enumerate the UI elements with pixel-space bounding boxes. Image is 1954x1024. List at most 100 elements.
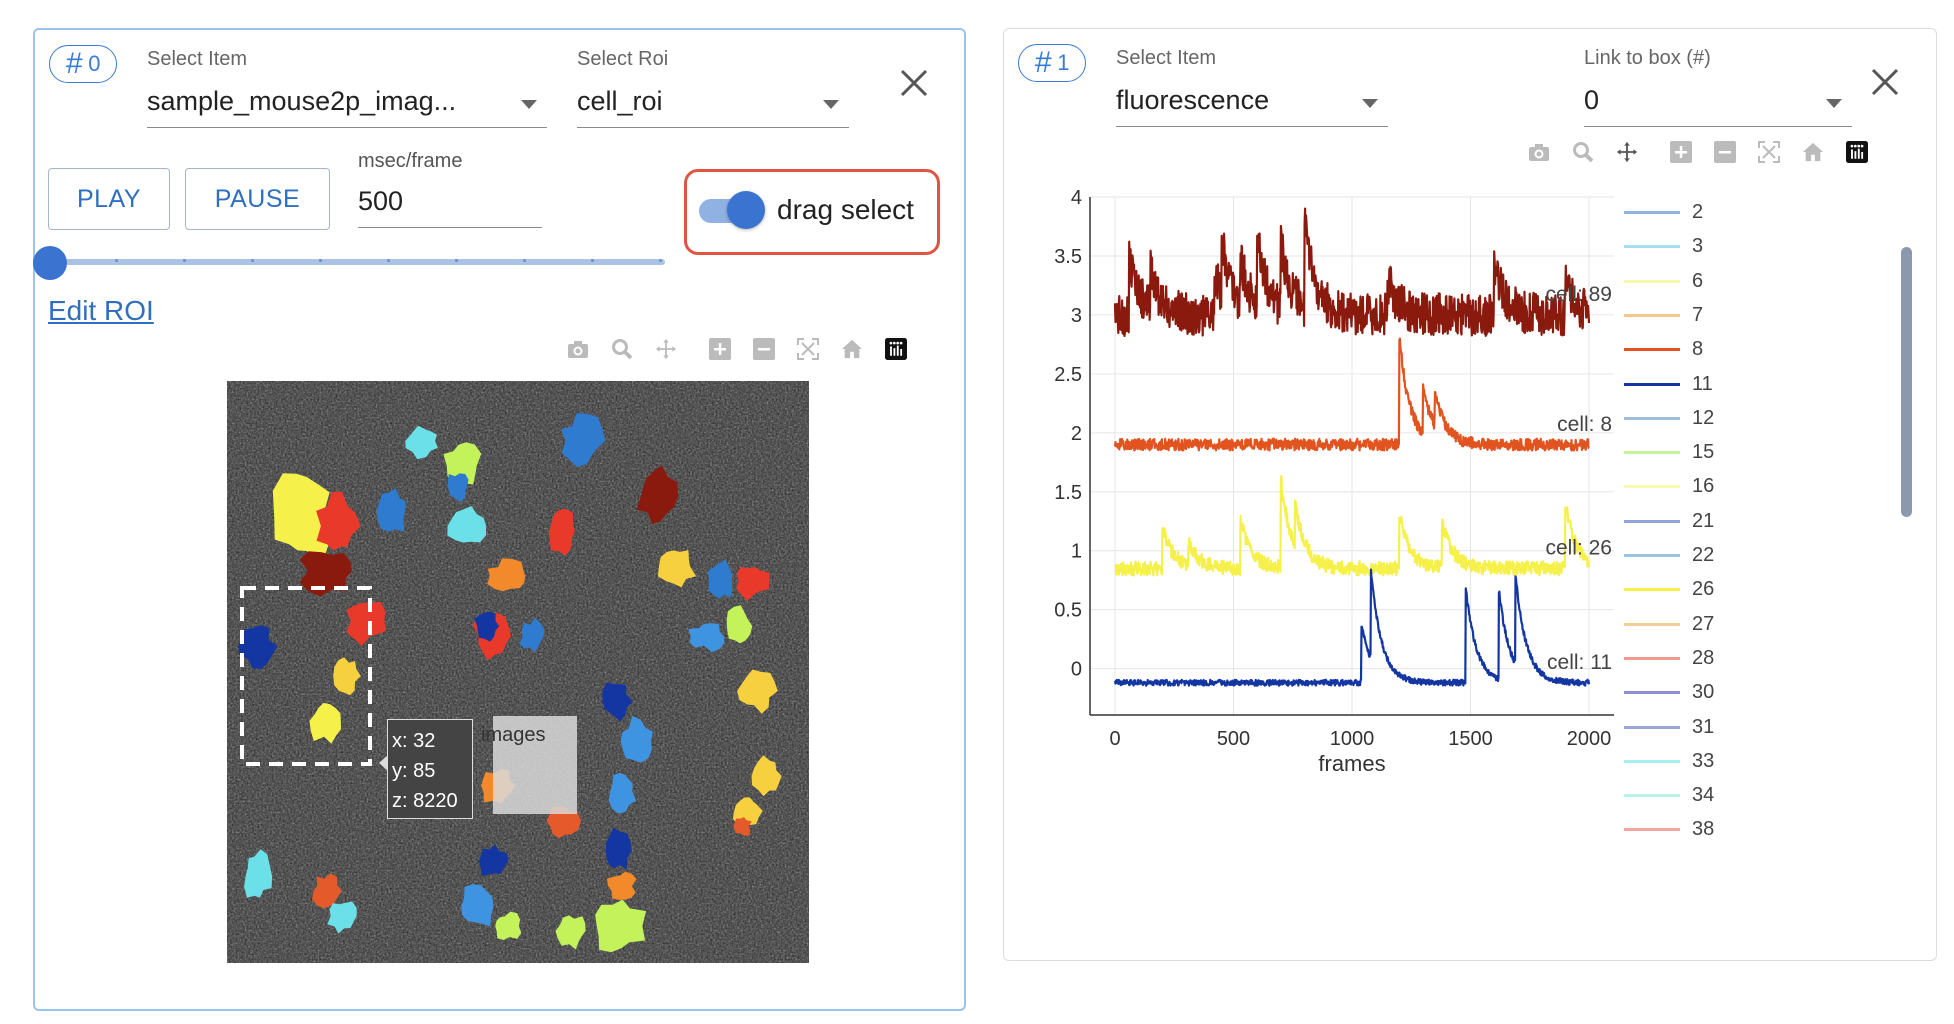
legend-item[interactable]: 28 xyxy=(1624,647,1714,670)
roi-cell[interactable] xyxy=(733,817,752,836)
legend-item[interactable]: 8 xyxy=(1624,338,1703,361)
roi-cell[interactable] xyxy=(327,901,357,934)
roi-cell[interactable] xyxy=(548,508,575,556)
zoom-in-icon[interactable] xyxy=(1670,141,1692,163)
edit-roi-link[interactable]: Edit ROI xyxy=(48,295,154,326)
pan-icon[interactable] xyxy=(655,338,677,360)
roi-cell[interactable] xyxy=(708,559,733,599)
roi-cell[interactable] xyxy=(657,550,697,588)
roi-cell[interactable] xyxy=(487,558,526,592)
series-line[interactable] xyxy=(1114,474,1591,577)
legend-item[interactable]: 2 xyxy=(1624,201,1703,224)
roi-cell[interactable] xyxy=(636,465,679,525)
roi-cell[interactable] xyxy=(546,806,582,839)
roi-cell[interactable] xyxy=(605,827,632,870)
select-item-dropdown[interactable]: fluorescence xyxy=(1116,81,1388,127)
camera-icon[interactable] xyxy=(1528,141,1550,163)
roi-cell[interactable] xyxy=(688,623,725,653)
roi-cell[interactable] xyxy=(736,567,770,601)
roi-cell[interactable] xyxy=(346,601,386,646)
select-item-dropdown[interactable]: sample_mouse2p_imag... xyxy=(147,82,547,128)
roi-cell[interactable] xyxy=(478,844,509,876)
roi-cell[interactable] xyxy=(461,884,494,927)
reset-home-icon[interactable] xyxy=(841,338,863,360)
zoom-in-icon[interactable] xyxy=(709,338,731,360)
legend-item[interactable]: 31 xyxy=(1624,716,1714,739)
drag-select-switch-knob[interactable] xyxy=(727,191,765,229)
fluorescence-chart[interactable]: 0 0.5 1 1.5 2 2.5 3 3.5 4 0 500 1000 1500 2000 cell: … xyxy=(1004,29,1936,960)
roi-cell[interactable] xyxy=(312,873,342,909)
legend-item[interactable]: 6 xyxy=(1624,270,1703,293)
legend-item[interactable]: 38 xyxy=(1624,818,1714,841)
reset-home-icon[interactable] xyxy=(1802,141,1824,163)
roi-cell[interactable] xyxy=(519,617,544,653)
legend-item[interactable]: 16 xyxy=(1624,475,1714,498)
roi-cell[interactable] xyxy=(595,899,647,953)
camera-icon[interactable] xyxy=(567,338,589,360)
legend-swatch xyxy=(1624,519,1680,523)
frame-slider-thumb[interactable] xyxy=(33,246,67,280)
roi-cell[interactable] xyxy=(607,871,637,900)
roi-cell[interactable] xyxy=(447,473,469,503)
y-tick-label: 3 xyxy=(1071,305,1082,327)
legend-item[interactable]: 33 xyxy=(1624,750,1714,773)
frame-slider-track[interactable] xyxy=(47,259,665,265)
autoscale-icon[interactable] xyxy=(1758,141,1780,163)
roi-cell[interactable] xyxy=(244,849,273,898)
roi-cell[interactable] xyxy=(751,755,782,797)
legend-item[interactable]: 34 xyxy=(1624,784,1714,807)
legend-item[interactable]: 7 xyxy=(1624,304,1703,327)
slider-tick-mark xyxy=(591,259,594,262)
series-line[interactable] xyxy=(1113,337,1590,452)
plotly-logo-icon[interactable] xyxy=(885,338,907,360)
zoom-out-icon[interactable] xyxy=(1714,141,1736,163)
legend-item[interactable]: 30 xyxy=(1624,681,1714,704)
roi-cell[interactable] xyxy=(376,488,406,532)
roi-cell[interactable] xyxy=(726,605,753,644)
roi-cell[interactable] xyxy=(316,491,361,551)
roi-cell[interactable] xyxy=(608,773,637,814)
play-button[interactable]: PLAY xyxy=(48,168,170,230)
legend-item[interactable]: 22 xyxy=(1624,544,1714,567)
roi-cell[interactable] xyxy=(555,915,586,950)
roi-cell[interactable] xyxy=(737,669,778,714)
roi-cell[interactable] xyxy=(602,682,633,722)
roi-image[interactable] xyxy=(227,381,809,963)
pan-icon[interactable] xyxy=(1616,141,1638,163)
series-name-label: cell: 89 xyxy=(1545,283,1612,306)
autoscale-icon[interactable] xyxy=(797,338,819,360)
roi-cell[interactable] xyxy=(333,657,361,696)
select-roi-dropdown[interactable]: cell_roi xyxy=(577,82,849,128)
legend-item[interactable]: 27 xyxy=(1624,613,1714,636)
roi-cell[interactable] xyxy=(299,551,352,597)
series-line[interactable] xyxy=(1113,568,1591,687)
roi-cell[interactable] xyxy=(495,911,522,940)
plotly-logo-icon[interactable] xyxy=(1846,141,1868,163)
roi-cell[interactable] xyxy=(272,473,331,562)
roi-cell[interactable] xyxy=(474,611,500,642)
roi-cell[interactable] xyxy=(238,625,278,669)
roi-cell[interactable] xyxy=(309,702,341,744)
pause-button[interactable]: PAUSE xyxy=(185,168,330,230)
roi-cell[interactable] xyxy=(561,413,606,467)
roi-cell[interactable] xyxy=(447,506,487,543)
legend-item[interactable]: 11 xyxy=(1624,373,1713,396)
zoom-out-icon[interactable] xyxy=(753,338,775,360)
msec-frame-input[interactable]: 500 xyxy=(358,182,542,228)
legend-item[interactable]: 15 xyxy=(1624,441,1714,464)
close-icon[interactable] xyxy=(899,68,929,98)
close-icon[interactable] xyxy=(1870,67,1900,97)
drag-selection-box xyxy=(240,586,372,766)
zoom-icon[interactable] xyxy=(611,338,633,360)
legend-item[interactable]: 21 xyxy=(1624,510,1714,533)
legend-item[interactable]: 3 xyxy=(1624,235,1703,258)
zoom-icon[interactable] xyxy=(1572,141,1594,163)
legend-scrollbar[interactable] xyxy=(1901,247,1912,517)
series-line[interactable] xyxy=(1113,207,1591,338)
roi-cell[interactable] xyxy=(620,715,653,763)
roi-cell[interactable] xyxy=(405,425,438,460)
legend-item[interactable]: 26 xyxy=(1624,578,1714,601)
legend-swatch xyxy=(1624,828,1680,832)
link-to-box-dropdown[interactable]: 0 xyxy=(1584,81,1852,127)
legend-item[interactable]: 12 xyxy=(1624,407,1714,430)
